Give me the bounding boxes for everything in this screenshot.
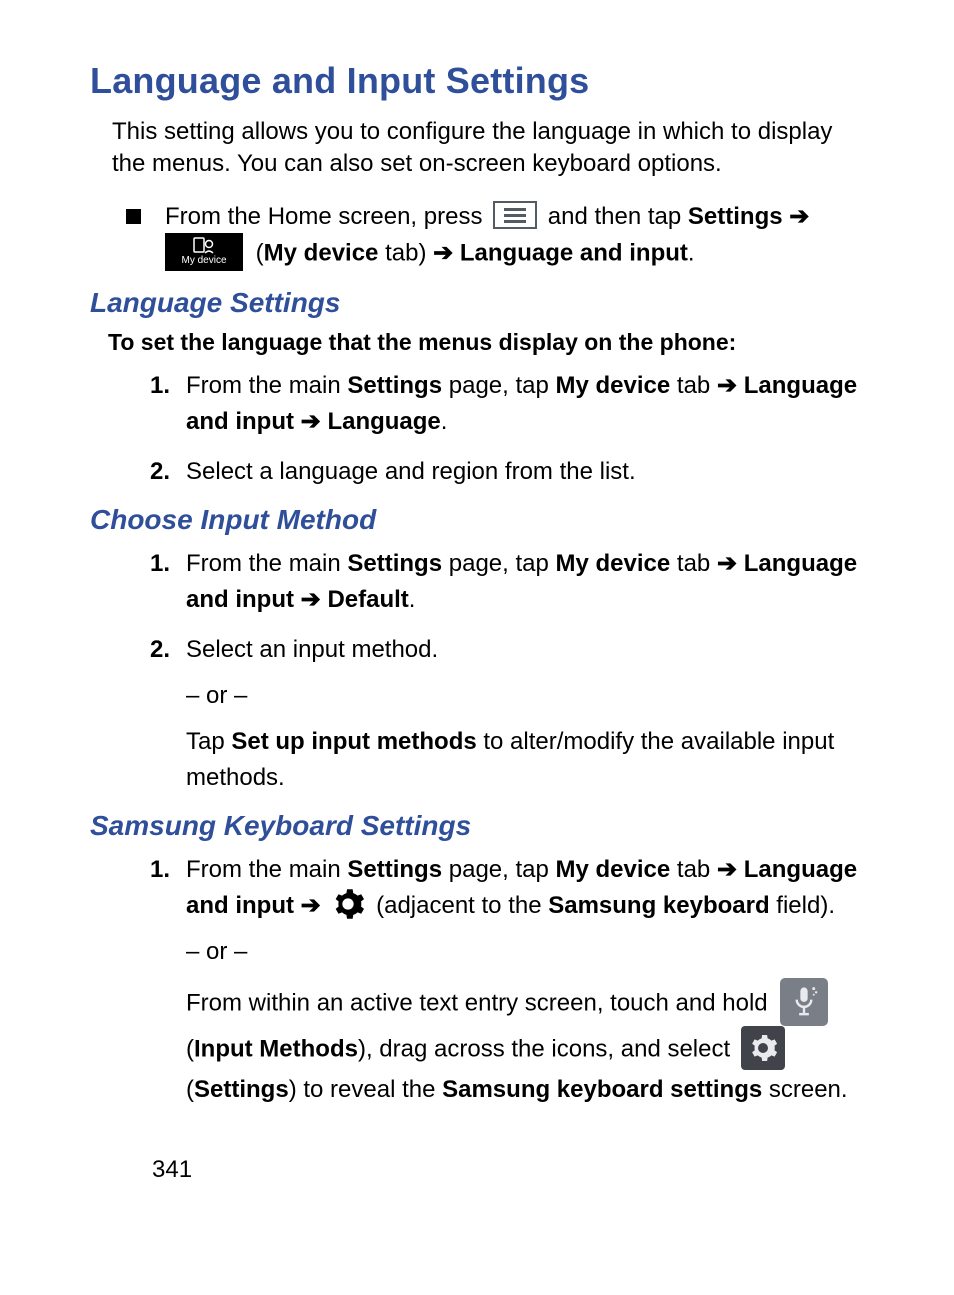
arrow-icon: ➔ (717, 856, 737, 883)
txt: My device (556, 372, 671, 399)
subheading-samsung-keyboard: Samsung Keyboard Settings (90, 810, 864, 842)
txt: ), drag across the icons, and select (358, 1035, 737, 1062)
txt: . (409, 586, 416, 613)
bullet-langinput: Language and input (460, 239, 688, 266)
bullet-settings: Settings (688, 203, 783, 230)
gear-dark-icon (741, 1026, 785, 1070)
bullet-pre: From the Home screen, press (165, 203, 489, 230)
lang-lead: To set the language that the menus displ… (108, 329, 864, 356)
txt: Default (327, 586, 408, 613)
txt: . (441, 408, 448, 435)
txt: Tap (186, 728, 231, 755)
menu-icon (493, 201, 537, 229)
samsung-steps: From the main Settings page, tap My devi… (126, 852, 864, 1108)
arrow-icon-2: ➔ (433, 239, 453, 266)
txt: Settings (347, 856, 442, 883)
txt: Select a language and region from the li… (186, 454, 864, 490)
txt: page, tap (442, 550, 555, 577)
txt: screen. (762, 1076, 847, 1103)
page-title: Language and Input Settings (90, 60, 864, 102)
txt: page, tap (442, 372, 555, 399)
txt: ( (186, 1035, 194, 1062)
txt: tab (670, 856, 717, 883)
txt: Samsung keyboard (548, 892, 769, 919)
or-text: – or – (186, 678, 864, 714)
bullet-square-icon (126, 209, 141, 224)
txt: Input Methods (194, 1035, 358, 1062)
gear-icon (331, 887, 365, 921)
bullet-mydevice-bold: My device (264, 239, 379, 266)
my-device-icon-label: My device (181, 256, 226, 266)
arrow-icon: ➔ (717, 372, 737, 399)
arrow-icon: ➔ (301, 892, 321, 919)
txt: Set up input methods (231, 728, 476, 755)
txt: Settings (194, 1076, 289, 1103)
txt: From the main (186, 550, 347, 577)
txt: ) to reveal the (289, 1076, 442, 1103)
samsung-step-1: From the main Settings page, tap My devi… (126, 852, 864, 1108)
txt: page, tap (442, 856, 555, 883)
txt: My device (556, 550, 671, 577)
txt: Select an input method. (186, 636, 438, 663)
bullet-instruction: From the Home screen, press and then tap… (126, 199, 864, 273)
txt: My device (556, 856, 671, 883)
txt: From the main (186, 372, 347, 399)
lang-steps: From the main Settings page, tap My devi… (126, 368, 864, 490)
choose-step-1: From the main Settings page, tap My devi… (126, 546, 864, 618)
bullet-text: From the Home screen, press and then tap… (165, 199, 864, 273)
subheading-choose-input: Choose Input Method (90, 504, 864, 536)
microphone-icon (780, 978, 828, 1026)
txt: From the main (186, 856, 347, 883)
txt (294, 408, 301, 435)
page-number: 341 (152, 1156, 864, 1184)
bullet-mid: and then tap (548, 203, 688, 230)
txt: From within an active text entry screen,… (186, 989, 774, 1016)
txt: tab (670, 372, 717, 399)
arrow-icon: ➔ (789, 203, 809, 230)
arrow-icon: ➔ (301, 408, 321, 435)
txt: Samsung keyboard settings (442, 1076, 762, 1103)
txt (294, 892, 301, 919)
txt: Language (327, 408, 440, 435)
txt: Settings (347, 550, 442, 577)
choose-steps: From the main Settings page, tap My devi… (126, 546, 864, 796)
my-device-icon: My device (165, 233, 243, 271)
bullet-tab-text: tab) (378, 239, 433, 266)
document-page: Language and Input Settings This setting… (0, 0, 954, 1224)
txt: (adjacent to the (369, 892, 548, 919)
txt: tab (670, 550, 717, 577)
subheading-language-settings: Language Settings (90, 287, 864, 319)
txt: field). (770, 892, 835, 919)
arrow-icon: ➔ (301, 586, 321, 613)
txt (294, 586, 301, 613)
or-text: – or – (186, 934, 864, 970)
arrow-icon: ➔ (717, 550, 737, 577)
bullet-period: . (688, 239, 695, 266)
txt: Settings (347, 372, 442, 399)
txt: ( (186, 1076, 194, 1103)
lang-step-2: Select a language and region from the li… (126, 454, 864, 490)
intro-paragraph: This setting allows you to configure the… (112, 116, 864, 181)
lang-step-1: From the main Settings page, tap My devi… (126, 368, 864, 440)
choose-step-2: Select an input method. – or – Tap Set u… (126, 632, 864, 796)
